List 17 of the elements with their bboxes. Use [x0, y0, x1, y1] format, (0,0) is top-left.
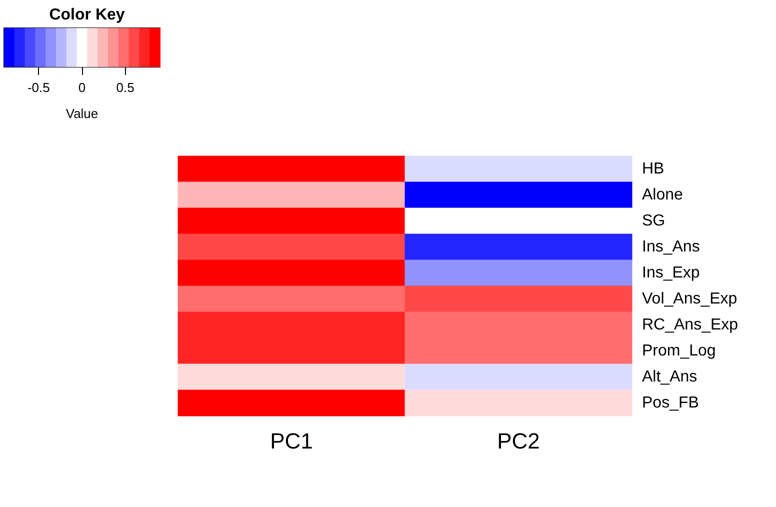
y-tick-label: SG — [642, 212, 666, 230]
y-tick-label: Prom_Log — [642, 342, 716, 360]
color-bar-label: 0.5 — [116, 80, 134, 95]
y-tick-label: Alone — [642, 186, 684, 204]
color-bar-label: 0 — [78, 80, 86, 95]
y-tick-label: Alt_Ans — [642, 368, 698, 386]
color-bar-title: Value — [66, 106, 98, 121]
y-tick-label: Ins_Exp — [642, 264, 700, 282]
y-tick-label: Ins_Ans — [642, 238, 700, 256]
y-tick-label: RC_Ans_Exp — [642, 316, 738, 334]
chart-title: Color Key — [49, 6, 125, 24]
x-tick-label: PC1 — [270, 428, 313, 454]
color-bar-label: -0.5 — [27, 80, 50, 95]
y-tick-label: HB — [642, 160, 664, 178]
y-tick-label: Vol_Ans_Exp — [642, 290, 738, 308]
x-tick-label: PC2 — [497, 428, 540, 454]
y-tick-label: Pos_FB — [642, 394, 699, 412]
